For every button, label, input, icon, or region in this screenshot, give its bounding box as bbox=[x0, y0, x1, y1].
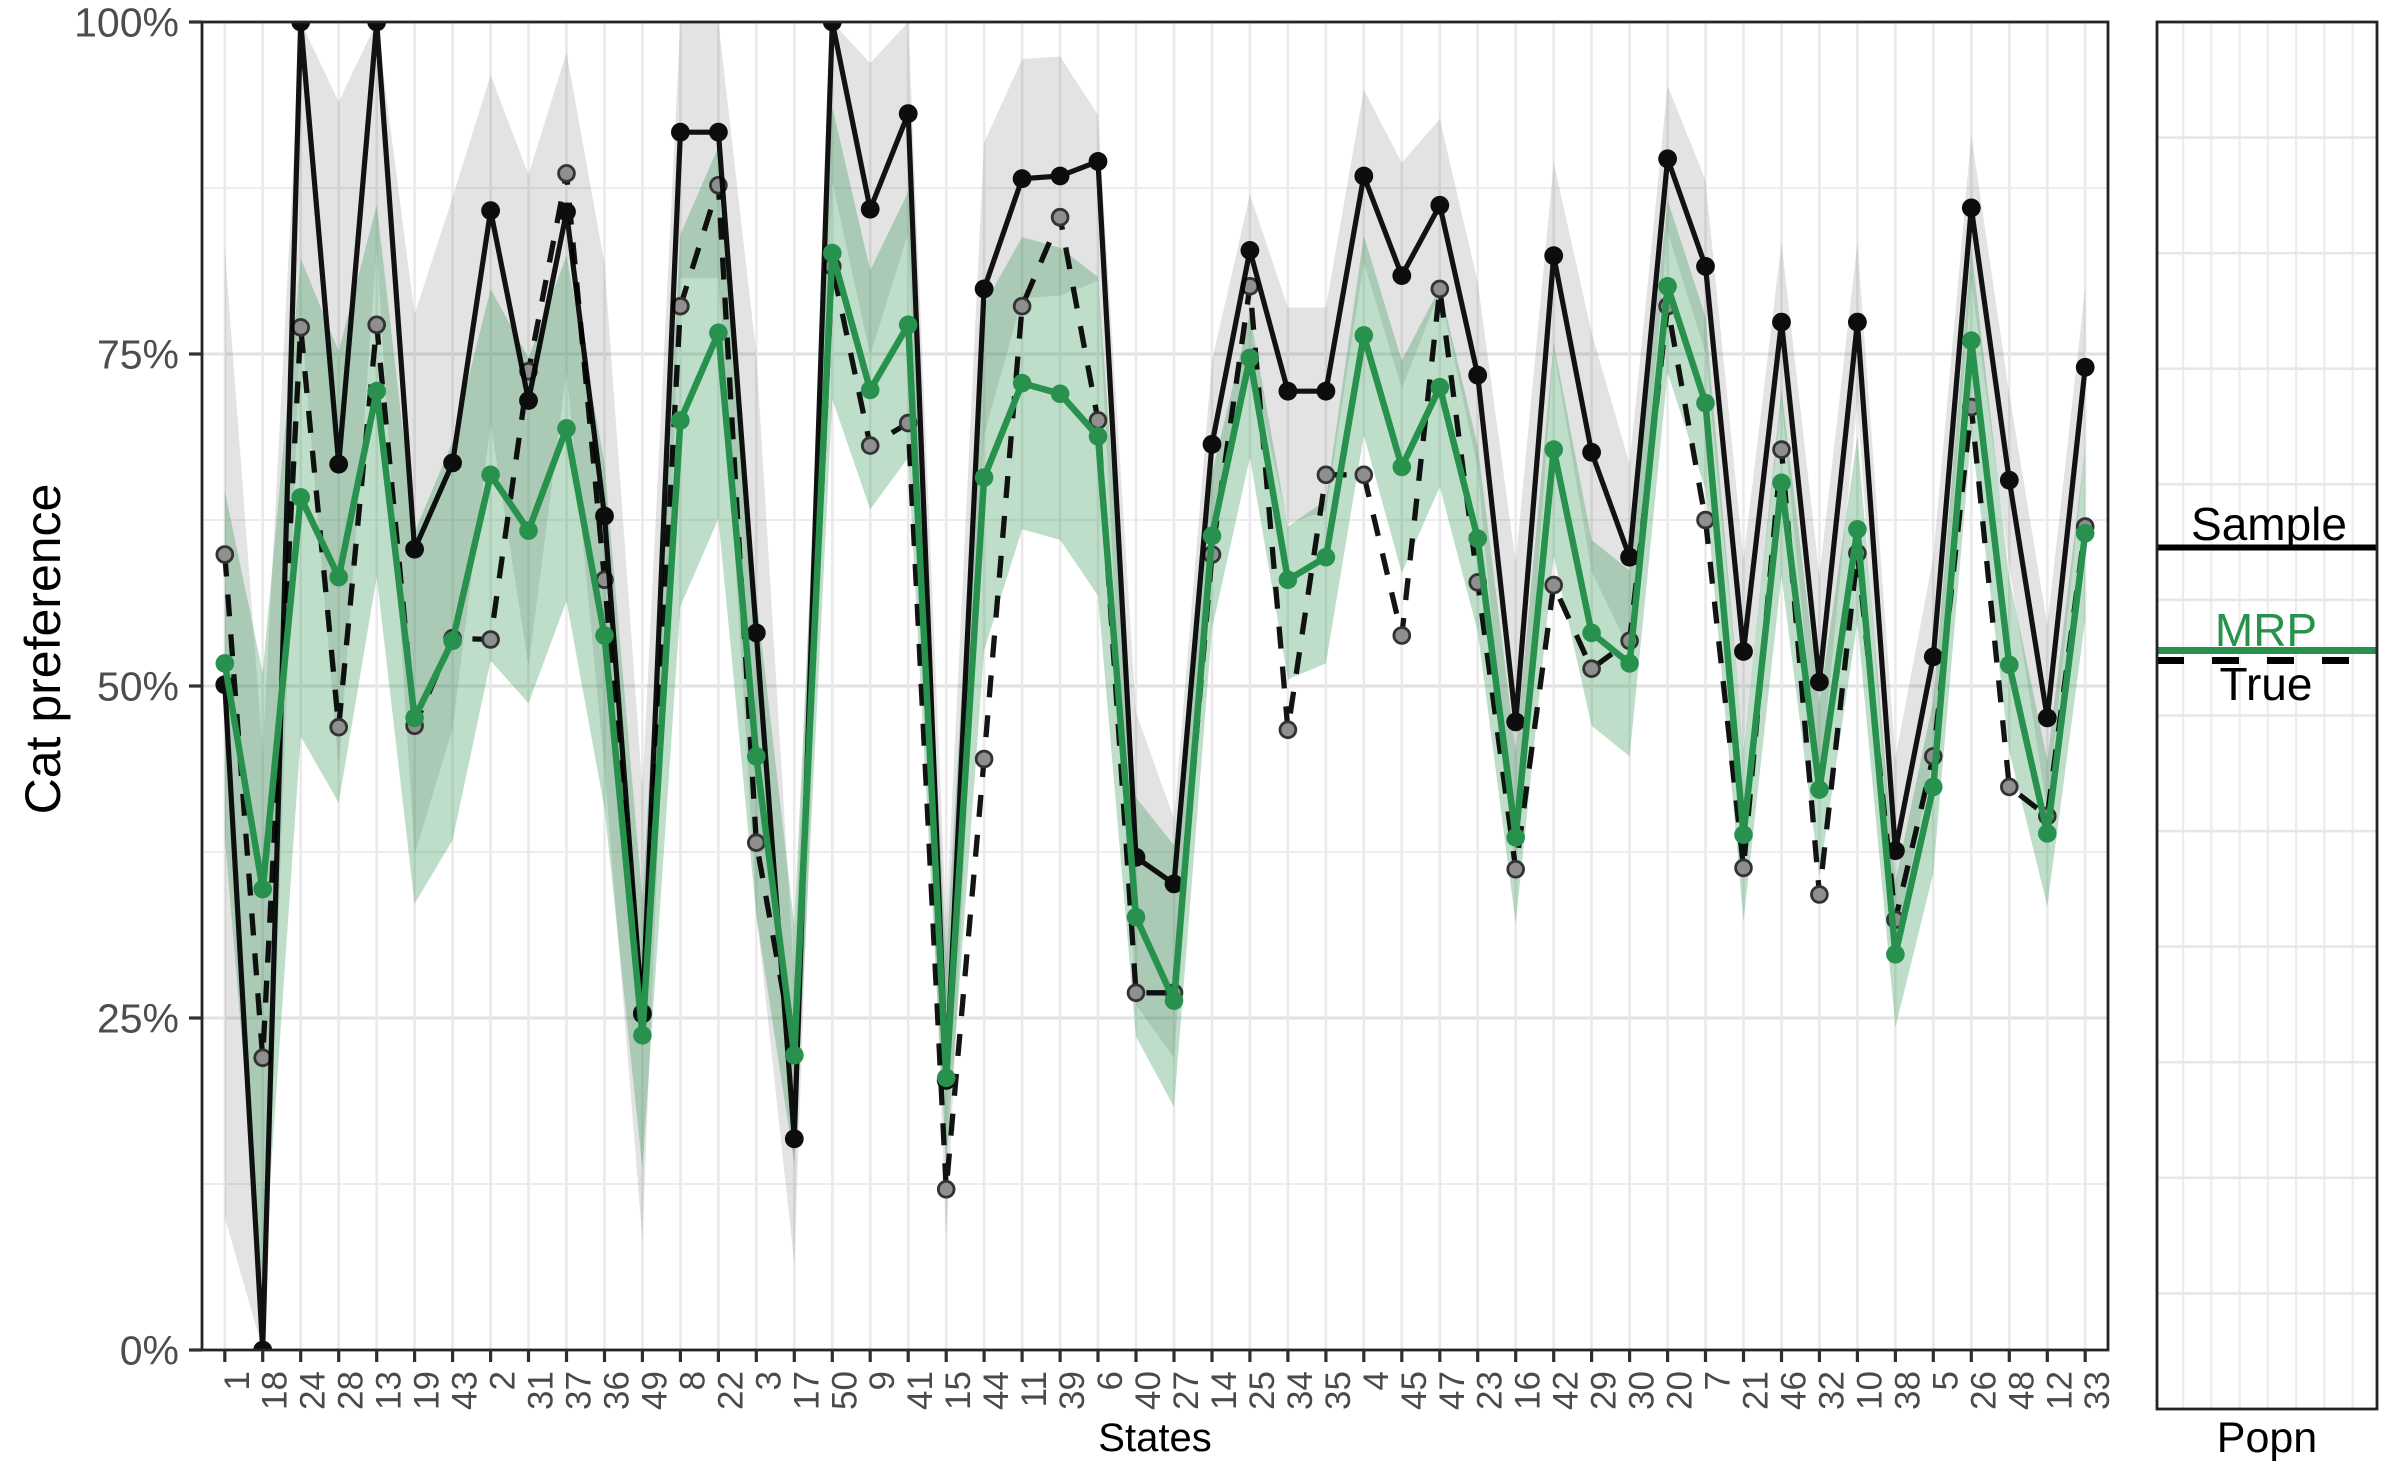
svg-text:9: 9 bbox=[863, 1371, 902, 1390]
svg-text:40: 40 bbox=[1129, 1371, 1168, 1410]
svg-text:True: True bbox=[2220, 658, 2313, 710]
svg-text:22: 22 bbox=[711, 1371, 750, 1410]
svg-text:18: 18 bbox=[256, 1371, 295, 1410]
svg-text:6: 6 bbox=[1091, 1371, 1130, 1390]
svg-text:1: 1 bbox=[218, 1371, 257, 1390]
svg-text:25%: 25% bbox=[97, 996, 179, 1042]
svg-text:24: 24 bbox=[294, 1371, 333, 1410]
svg-text:50: 50 bbox=[825, 1371, 864, 1410]
svg-text:States: States bbox=[1098, 1416, 1211, 1460]
svg-text:23: 23 bbox=[1471, 1371, 1510, 1410]
svg-text:50%: 50% bbox=[97, 664, 179, 710]
svg-text:27: 27 bbox=[1167, 1371, 1206, 1410]
svg-text:Cat preference: Cat preference bbox=[15, 484, 71, 815]
svg-text:33: 33 bbox=[2078, 1371, 2117, 1410]
svg-text:44: 44 bbox=[977, 1371, 1016, 1410]
svg-text:34: 34 bbox=[1281, 1371, 1320, 1410]
svg-text:Sample: Sample bbox=[2191, 498, 2347, 550]
svg-text:48: 48 bbox=[2002, 1371, 2041, 1410]
svg-text:32: 32 bbox=[1812, 1371, 1851, 1410]
svg-text:35: 35 bbox=[1319, 1371, 1358, 1410]
svg-text:7: 7 bbox=[1699, 1371, 1738, 1390]
svg-text:19: 19 bbox=[408, 1371, 447, 1410]
svg-text:5: 5 bbox=[1926, 1371, 1965, 1390]
svg-text:41: 41 bbox=[901, 1371, 940, 1410]
svg-text:42: 42 bbox=[1547, 1371, 1586, 1410]
svg-text:17: 17 bbox=[787, 1371, 826, 1410]
svg-text:14: 14 bbox=[1205, 1371, 1244, 1410]
svg-text:29: 29 bbox=[1585, 1371, 1624, 1410]
svg-text:13: 13 bbox=[370, 1371, 409, 1410]
svg-text:49: 49 bbox=[635, 1371, 674, 1410]
svg-text:8: 8 bbox=[673, 1371, 712, 1390]
svg-text:28: 28 bbox=[332, 1371, 371, 1410]
svg-text:75%: 75% bbox=[97, 332, 179, 378]
svg-text:31: 31 bbox=[522, 1371, 561, 1410]
svg-text:Popn: Popn bbox=[2217, 1414, 2317, 1462]
svg-text:2: 2 bbox=[484, 1371, 523, 1390]
svg-text:0%: 0% bbox=[120, 1328, 179, 1374]
svg-text:39: 39 bbox=[1053, 1371, 1092, 1410]
svg-text:26: 26 bbox=[1964, 1371, 2003, 1410]
svg-text:36: 36 bbox=[598, 1371, 637, 1410]
svg-text:3: 3 bbox=[749, 1371, 788, 1390]
svg-text:21: 21 bbox=[1737, 1371, 1776, 1410]
svg-text:30: 30 bbox=[1623, 1371, 1662, 1410]
svg-text:16: 16 bbox=[1509, 1371, 1548, 1410]
svg-text:100%: 100% bbox=[74, 0, 179, 46]
svg-text:25: 25 bbox=[1243, 1371, 1282, 1410]
svg-text:10: 10 bbox=[1850, 1371, 1889, 1410]
svg-text:43: 43 bbox=[446, 1371, 485, 1410]
svg-text:46: 46 bbox=[1775, 1371, 1814, 1410]
svg-text:MRP: MRP bbox=[2215, 604, 2317, 656]
svg-text:12: 12 bbox=[2040, 1371, 2079, 1410]
svg-text:15: 15 bbox=[939, 1371, 978, 1410]
svg-text:47: 47 bbox=[1433, 1371, 1472, 1410]
svg-text:37: 37 bbox=[560, 1371, 599, 1410]
svg-text:38: 38 bbox=[1888, 1371, 1927, 1410]
svg-text:45: 45 bbox=[1395, 1371, 1434, 1410]
svg-text:11: 11 bbox=[1015, 1371, 1054, 1407]
svg-text:4: 4 bbox=[1357, 1371, 1396, 1390]
svg-text:20: 20 bbox=[1661, 1371, 1700, 1410]
